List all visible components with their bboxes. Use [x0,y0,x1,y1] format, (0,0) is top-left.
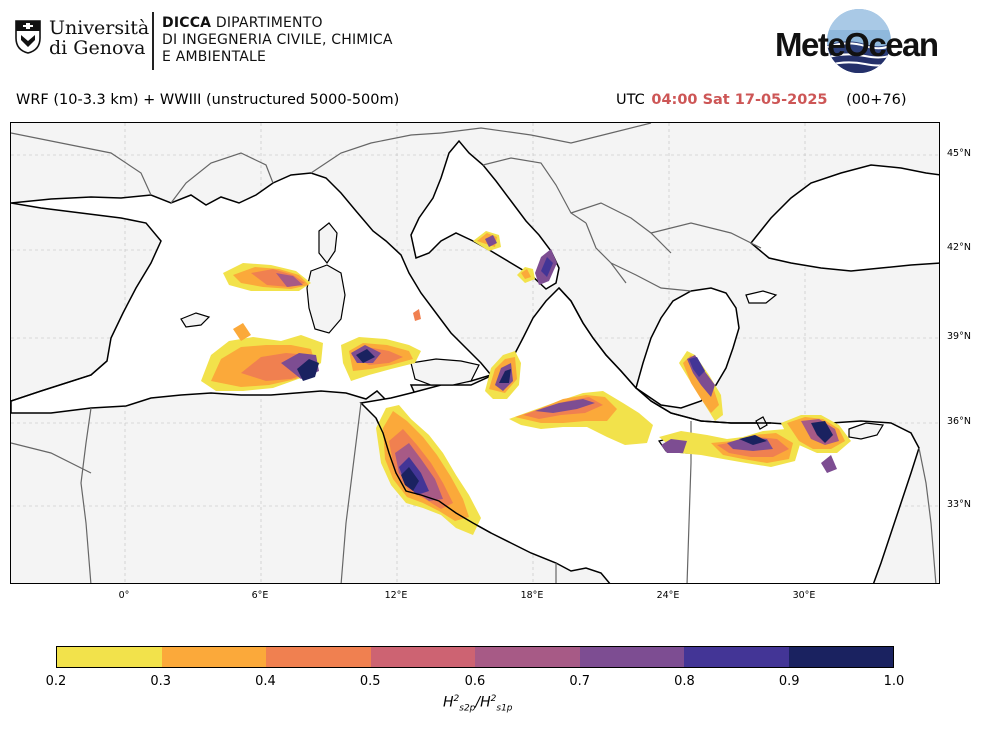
colorbar [56,646,894,668]
island-balearic [180,312,211,328]
lat-tick-33: 33°N [947,499,971,510]
sea-marmara [745,290,778,304]
colorbar-segment [370,647,475,667]
coastline-overlay [11,287,771,534]
colorbar-tick: 0.9 [778,674,800,689]
wave-ratio-field [201,231,851,535]
lat-tick-39: 39°N [947,331,971,342]
lon-tick-12e: 12°E [384,590,408,601]
unige-wordmark: Università di Genova [49,18,149,58]
header: Università di Genova DICCA DIPARTIMENTO … [0,0,985,90]
colorbar-segment [788,647,893,667]
colorbar-segment [579,647,684,667]
lon-tick-0: 0° [118,590,130,601]
lat-tick-36: 36°N [947,416,971,427]
model-title: WRF (10-3.3 km) + WWIII (unstructured 50… [16,92,400,108]
dicca-line3: E AMBIENTALE [162,49,267,65]
utc-label: UTC [616,92,645,108]
colorbar-tick: 0.6 [464,674,486,689]
colorbar-label: H2s2p/H2s1p [443,694,513,714]
logo-divider [152,12,154,70]
dicca-line1: DIPARTIMENTO [215,15,323,31]
colorbar-tick: 0.4 [255,674,276,689]
meteocean-wordmark: MeteOcean [775,26,939,63]
dicca-bold: DICCA [162,15,212,31]
unige-line2: di Genova [49,37,146,59]
colorbar-tick: 0.3 [150,674,172,689]
map-panel [10,122,940,584]
colorbar-var: H [443,694,454,711]
lead-time: (00+76) [846,92,907,108]
unige-line1: Università [49,17,150,39]
lon-tick-30e: 30°E [792,590,816,601]
meteocean-logo: MeteOcean [775,8,945,76]
colorbar-tick: 0.5 [359,674,381,689]
colorbar-segment [684,647,789,667]
forecast-time: UTC 04:00 Sat 17-05-2025 (00+76) [616,92,907,108]
island-corsica [318,222,338,265]
meteocean-globe-icon [827,9,891,73]
lon-tick-6e: 6°E [251,590,269,601]
colorbar-segment [161,647,266,667]
dicca-line2: DI INGEGNERIA CIVILE, CHIMICA [162,32,393,48]
unige-emblem-icon [15,20,41,54]
sea-black-sea [749,164,939,272]
island-sicily [410,358,480,386]
colorbar-tick: 0.7 [569,674,591,689]
lat-tick-45: 45°N [947,148,971,159]
mediterranean-map [11,123,939,583]
island-sardinia [306,264,346,334]
dicca-logo-text: DICCA DIPARTIMENTO DI INGEGNERIA CIVILE,… [162,15,393,66]
lat-tick-42: 42°N [947,242,971,253]
unige-logo: Università di Genova [15,12,155,70]
lon-tick-18e: 18°E [520,590,544,601]
sea-aegean [635,287,740,409]
colorbar-segment [475,647,580,667]
country-borders [11,123,937,583]
colorbar-segment [57,647,162,667]
colorbar-segment [266,647,371,667]
island-cyprus [848,422,884,440]
colorbar-tick: 0.8 [674,674,695,689]
lon-tick-24e: 24°E [656,590,680,601]
timestamp: 04:00 Sat 17-05-2025 [651,92,828,108]
colorbar-tick: 0.2 [45,674,67,689]
colorbar-tick: 1.0 [883,674,905,689]
